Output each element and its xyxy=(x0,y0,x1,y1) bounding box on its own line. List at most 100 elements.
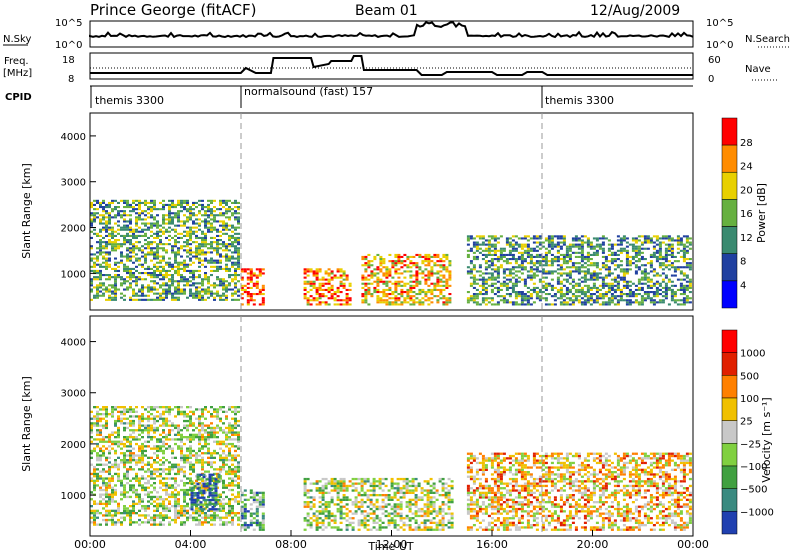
heatmap-cell xyxy=(195,247,198,249)
heatmap-cell xyxy=(198,420,201,422)
heatmap-cell xyxy=(117,468,120,470)
heatmap-cell xyxy=(237,464,240,466)
heatmap-cell xyxy=(216,247,219,249)
heatmap-cell xyxy=(126,445,129,447)
heatmap-cell xyxy=(485,248,488,250)
heatmap-cell xyxy=(204,237,207,239)
heatmap-cell xyxy=(111,249,114,251)
heatmap-cell xyxy=(656,289,659,291)
heatmap-cell xyxy=(186,429,189,431)
heatmap-cell xyxy=(150,247,153,249)
heatmap-cell xyxy=(159,480,162,482)
heatmap-cell xyxy=(397,268,400,270)
heatmap-cell xyxy=(126,276,129,278)
heatmap-cell xyxy=(424,275,427,277)
heatmap-cell xyxy=(361,299,364,301)
heatmap-cell xyxy=(209,487,212,489)
heatmap-cell xyxy=(237,454,240,456)
heatmap-cell xyxy=(500,254,503,256)
heatmap-cell xyxy=(560,237,563,239)
heatmap-cell xyxy=(445,301,448,303)
heatmap-cell xyxy=(135,459,138,461)
heatmap-cell xyxy=(488,254,491,256)
heatmap-cell xyxy=(445,283,448,285)
heatmap-cell xyxy=(686,289,689,291)
heatmap-cell xyxy=(114,459,117,461)
heatmap-cell xyxy=(349,283,352,285)
heatmap-cell xyxy=(485,260,488,262)
heatmap-cell xyxy=(656,275,659,277)
heatmap-cell xyxy=(259,275,262,277)
heatmap-cell xyxy=(162,266,165,268)
heatmap-cell xyxy=(135,415,138,417)
heatmap-cell xyxy=(192,454,195,456)
heatmap-cell xyxy=(379,291,382,293)
heatmap-cell xyxy=(168,264,171,266)
heatmap-cell xyxy=(566,281,569,283)
heatmap-cell xyxy=(346,289,349,291)
heatmap-cell xyxy=(210,295,213,297)
heatmap-cell xyxy=(153,233,156,235)
heatmap-cell xyxy=(506,301,509,303)
heatmap-cell xyxy=(114,270,117,272)
heatmap-cell xyxy=(195,408,198,410)
heatmap-cell xyxy=(192,450,195,452)
heatmap-cell xyxy=(614,258,617,260)
heatmap-cell xyxy=(647,272,650,274)
heatmap-cell xyxy=(156,406,159,408)
heatmap-cell xyxy=(650,291,653,293)
heatmap-cell xyxy=(192,429,195,431)
heatmap-cell xyxy=(168,420,171,422)
heatmap-cell xyxy=(231,225,234,227)
heatmap-cell xyxy=(231,274,234,276)
heatmap-cell xyxy=(177,280,180,282)
heatmap-cell xyxy=(204,517,207,519)
heatmap-cell xyxy=(147,471,150,473)
heatmap-cell xyxy=(421,303,424,305)
heatmap-cell xyxy=(117,239,120,241)
heatmap-cell xyxy=(174,245,177,247)
heatmap-cell xyxy=(234,445,237,447)
heatmap-cell xyxy=(168,431,171,433)
heatmap-cell xyxy=(177,494,180,496)
heatmap-cell xyxy=(536,268,539,270)
heatmap-cell xyxy=(566,279,569,281)
heatmap-cell xyxy=(343,287,346,289)
heatmap-cell xyxy=(126,253,129,255)
heatmap-cell xyxy=(219,295,222,297)
heatmap-cell xyxy=(153,266,156,268)
heatmap-cell xyxy=(391,262,394,264)
heatmap-cell xyxy=(192,214,195,216)
heatmap-cell xyxy=(135,461,138,463)
heatmap-cell xyxy=(99,220,102,222)
heatmap-cell xyxy=(195,227,198,229)
heatmap-cell xyxy=(250,270,253,272)
heatmap-cell xyxy=(147,494,150,496)
heatmap-cell xyxy=(191,508,194,510)
heatmap-cell xyxy=(400,289,403,291)
heatmap-cell xyxy=(644,270,647,272)
heatmap-cell xyxy=(400,293,403,295)
heatmap-cell xyxy=(174,505,177,507)
heatmap-cell xyxy=(364,295,367,297)
heatmap-cell xyxy=(617,283,620,285)
heatmap-cell xyxy=(207,227,210,229)
heatmap-cell xyxy=(213,293,216,295)
heatmap-cell xyxy=(216,415,219,417)
heatmap-cell xyxy=(177,220,180,222)
heatmap-cell xyxy=(210,258,213,260)
heatmap-cell xyxy=(225,268,228,270)
heatmap-cell xyxy=(310,295,313,297)
heatmap-cell xyxy=(500,283,503,285)
heatmap-cell xyxy=(174,243,177,245)
heatmap-cell xyxy=(415,272,418,274)
heatmap-cell xyxy=(641,283,644,285)
heatmap-cell xyxy=(620,299,623,301)
heatmap-cell xyxy=(150,524,153,526)
heatmap-cell xyxy=(343,272,346,274)
heatmap-cell xyxy=(343,285,346,287)
heatmap-cell xyxy=(168,521,171,523)
heatmap-cell xyxy=(225,233,228,235)
heatmap-cell xyxy=(412,295,415,297)
